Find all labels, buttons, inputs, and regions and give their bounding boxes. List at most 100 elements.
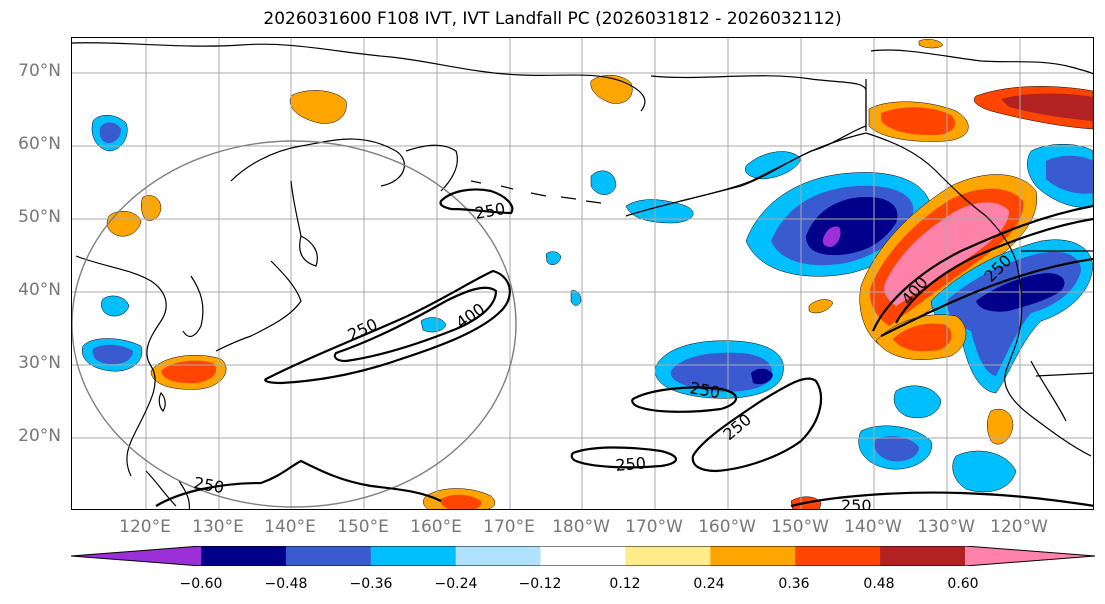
colorbar-swatch-6 [710,546,796,566]
coastlines [72,42,1093,509]
anomaly-region-tropical-positive-core [440,494,482,509]
coastline-okhotsk-sea [230,138,405,187]
colorbar-tick-neg060: −0.60 [179,576,223,592]
colorbar-swatch-1 [285,546,372,566]
coastline-bc-coast [865,132,1017,262]
colorbar-tick-pos024: 0.24 [693,576,725,592]
anomaly-region-arctic-positive-core [1001,93,1093,121]
anomaly-region-bc-negative-core [1046,155,1093,194]
lat-label-30n: 30°N [18,353,61,373]
colorbar-over-extension [965,546,1095,566]
contour-400-ne-pacific [895,217,1093,324]
contour-250-coast [880,257,1093,337]
lat-label-70n: 70°N [18,61,61,81]
anomaly-region-aleutian-negative [590,170,617,195]
anomaly-region-okhotsk-positive [289,90,347,124]
anomaly-region-gulf-negative [625,199,694,224]
coastline-kamchatka [405,144,458,192]
anomaly-region-yukon-small-positive [918,39,944,49]
colorbar-tick-pos036: 0.36 [778,576,810,592]
colorbar-swatch-5 [625,546,711,566]
anomaly-region-hawaii-negative-core [874,436,919,462]
lon-label-120w: 120°W [990,517,1048,537]
lat-label-20n: 20°N [18,426,61,446]
coastline-hokkaido [299,235,318,267]
lon-label-130e: 130°E [192,517,244,537]
anomaly-region-ne-pacific-negative-peak [822,226,841,247]
colorbar [70,545,1096,570]
contour-250-equator [790,491,1093,508]
lon-label-160w: 160°W [698,517,756,537]
anomaly-shading [81,39,1093,509]
colorbar-swatch-4 [540,546,626,566]
coastline-siberia-north [72,42,646,112]
anomaly-region-siberia-negative-core [99,122,121,144]
coastline-us-west [1004,260,1092,457]
colorbar-swatch-0 [201,546,287,566]
colorbar-tick-neg036: −0.36 [349,576,393,592]
coastline-philippines [145,470,191,509]
lon-label-170w: 170°W [625,517,683,537]
lon-label-180w: 180°W [552,517,610,537]
colorbar-graphic [70,545,1096,567]
anomaly-region-yukon-positive-core [881,107,956,136]
anomaly-region-manchuria-positive [141,195,162,221]
anomaly-region-south-negative [952,450,1017,493]
colorbar-under-extension [71,546,201,566]
anomaly-region-china-negative-core [92,344,133,365]
contour-250-central [631,386,738,413]
map-title: 2026031600 F108 IVT, IVT Landfall PC (20… [263,9,842,29]
coastline-japan [215,260,302,352]
lon-label-150w: 150°W [771,517,829,537]
anomaly-region-central-pacific-negative-inner [751,368,773,385]
map-panel: 250 250 400 250 250 250 250 400 250 250 [71,37,1094,510]
graticule [72,38,1093,509]
anomaly-region-korea-negative [101,295,130,317]
colorbar-swatch-3 [455,546,542,566]
anomaly-region-mid-pacific-negative [570,290,582,306]
anomaly-region-bering-positive [590,75,633,104]
lon-label-140w: 140°W [844,517,902,537]
anomaly-region-hokkaido-negative [545,251,562,265]
lon-label-150e: 150°E [337,517,389,537]
contour-250-subtropic [570,446,678,469]
contour-400-kuroshio [333,286,498,363]
contour-250-ne-pacific [871,204,1093,332]
coastline-baja [1030,360,1067,422]
colorbar-swatch-8 [880,546,966,566]
border-us-mexico [1035,372,1093,377]
lon-label-120e: 120°E [119,517,171,537]
lon-label-170e: 170°E [483,517,535,537]
coastline-china-east [75,255,167,477]
anomaly-region-alaska-negative [745,151,802,180]
anomaly-region-oregon-positive [808,299,834,314]
colorbar-swatch-7 [795,546,881,566]
colorbar-tick-neg012: −0.12 [518,576,562,592]
anomaly-region-mongolia-positive [106,211,142,237]
lon-label-140e: 140°E [264,517,316,537]
anomaly-region-california-positive-core [893,323,952,352]
lat-label-50n: 50°N [18,207,61,227]
lon-label-160e: 160°E [410,517,462,537]
anomaly-region-kamchatka-negative [420,317,447,333]
colorbar-tick-neg024: −0.24 [434,576,478,592]
contour-label-central: 250 [688,378,721,402]
landfall-domain-circle [72,140,517,508]
contour-250-kuroshio [264,269,511,385]
contour-label-kuroshio-250: 250 [345,314,381,344]
contour-label-subtropic: 250 [615,453,647,475]
coastline-arctic-canada [870,49,1093,75]
contour-250-hawaii [691,377,823,473]
colorbar-tick-pos060: 0.60 [947,576,979,592]
anomaly-region-east-china-sea-positive-core [161,360,217,384]
contour-250-kamchatka [439,188,514,215]
anomaly-region-central-pacific-negative-core [670,352,773,392]
colorbar-tick-pos048: 0.48 [863,576,895,592]
anomaly-region-subtropical-negative [893,385,942,419]
coastline-korea [182,275,204,338]
coastline-taiwan [158,391,166,412]
colorbar-tick-neg048: −0.48 [264,576,308,592]
colorbar-swatches [71,546,1095,566]
contour-250-western [155,459,442,507]
coastline-aleutians [470,180,602,204]
